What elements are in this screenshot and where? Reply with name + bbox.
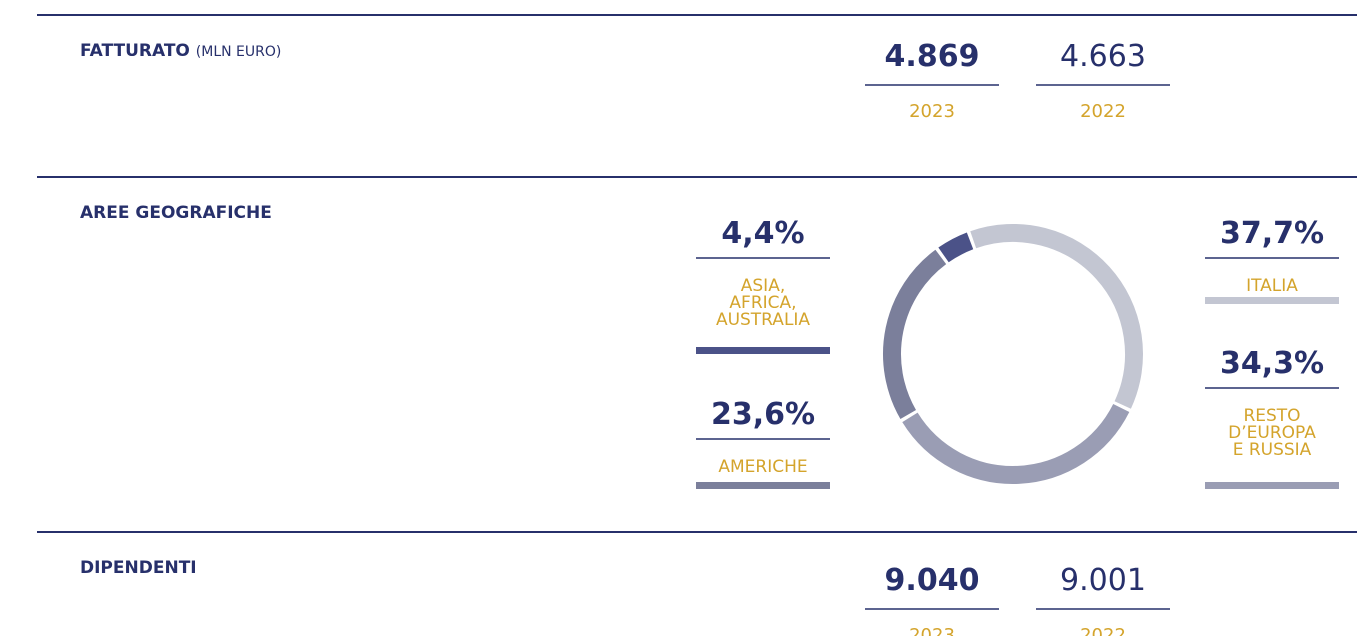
segment-name: ITALIA	[1246, 276, 1298, 296]
segment-bar	[696, 347, 830, 354]
section-heading: AREE GEOGRAFICHE	[80, 203, 272, 223]
figure-year: 2023	[909, 625, 955, 636]
section-heading: FATTURATO (MLN EURO)	[80, 41, 281, 61]
donut-segment	[938, 232, 974, 263]
donut-segment	[902, 403, 1130, 484]
segment-name: E RUSSIA	[1233, 440, 1312, 460]
figure-year: 2022	[1080, 101, 1126, 122]
figure-value: 4.663	[1060, 39, 1146, 74]
segment-value: 23,6%	[711, 397, 815, 432]
figure-value: 4.869	[885, 39, 980, 74]
segment-bar	[1205, 297, 1339, 304]
figure-value: 9.040	[885, 563, 980, 598]
segment-name: AFRICA,	[729, 293, 796, 313]
segment-name: ASIA,	[741, 276, 785, 296]
figure-value: 9.001	[1060, 563, 1146, 598]
segment-value: 4,4%	[721, 216, 804, 251]
heading: FATTURATO	[80, 41, 190, 61]
segment-value: 34,3%	[1220, 346, 1324, 381]
segment-bar	[1205, 482, 1339, 489]
donut-segment	[883, 249, 947, 419]
segment-name: RESTO	[1243, 406, 1300, 426]
unit: (MLN EURO)	[196, 44, 282, 60]
segment-value: 37,7%	[1220, 216, 1324, 251]
segment-name: AUSTRALIA	[716, 310, 810, 330]
segment-name: AMERICHE	[718, 457, 807, 477]
segment-bar	[696, 482, 830, 489]
figure-year: 2023	[909, 101, 955, 122]
donut-segment	[970, 224, 1143, 409]
segment-name: D’EUROPA	[1228, 423, 1316, 443]
figure-year: 2022	[1080, 625, 1126, 636]
section-heading: DIPENDENTI	[80, 558, 197, 578]
